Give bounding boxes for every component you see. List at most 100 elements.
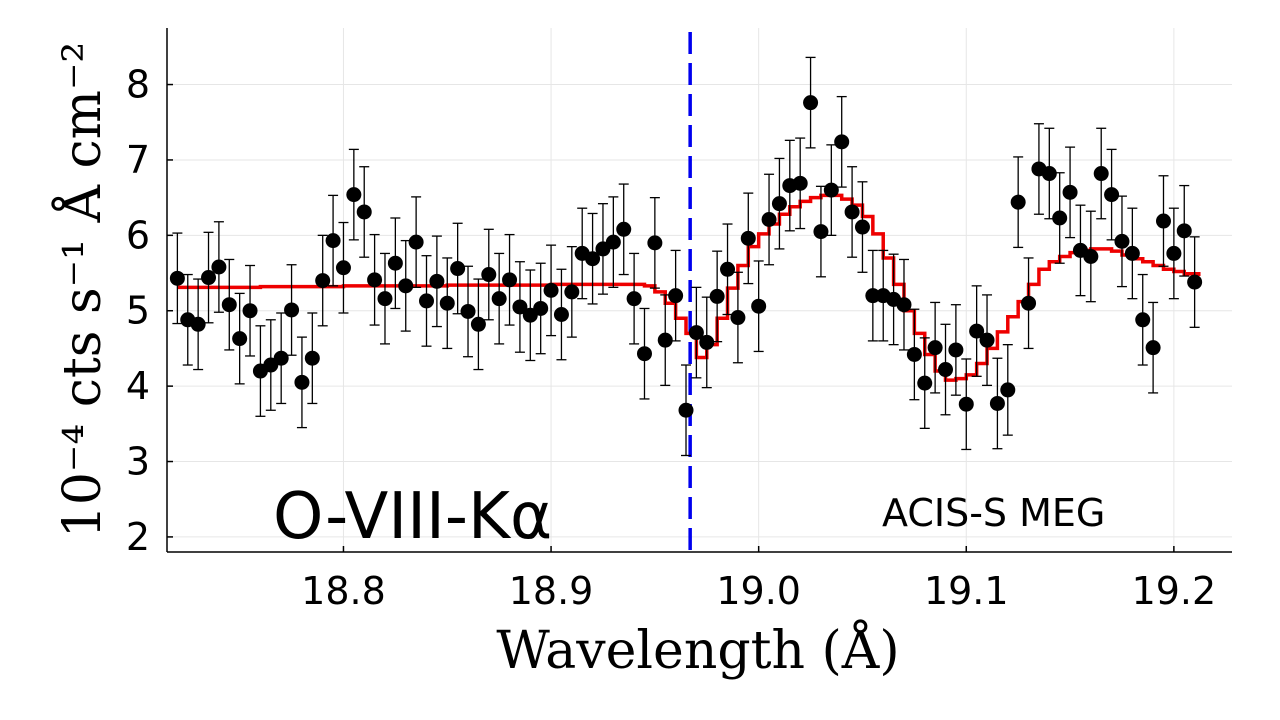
- data-point-group: [927, 301, 943, 394]
- data-point: [854, 219, 870, 235]
- y-tick-label: 7: [126, 138, 150, 182]
- data-point-group: [761, 173, 777, 266]
- data-point-group: [771, 157, 787, 250]
- data-point-group: [304, 312, 320, 405]
- data-point-group: [989, 357, 1005, 450]
- data-point: [470, 316, 486, 332]
- data-point: [377, 291, 393, 307]
- data-point: [346, 187, 362, 203]
- data-point-group: [460, 265, 476, 358]
- data-point: [1124, 245, 1140, 261]
- grid: [167, 28, 1232, 552]
- data-point: [1000, 382, 1016, 398]
- data-point-group: [605, 196, 621, 289]
- x-tick-label: 18.8: [301, 569, 386, 613]
- data-point-group: [1104, 148, 1120, 241]
- data-point: [450, 261, 466, 277]
- y-tick-label: 3: [126, 440, 150, 484]
- data-point-group: [325, 194, 341, 287]
- data-point-group: [792, 137, 808, 230]
- data-point-group: [377, 252, 393, 345]
- x-tick-label: 19.0: [716, 569, 801, 613]
- axes: [166, 28, 1232, 553]
- data-point-group: [1000, 344, 1016, 436]
- data-point-group: [491, 252, 507, 345]
- data-point: [1041, 166, 1057, 182]
- data-point: [626, 291, 642, 307]
- data-point-group: [688, 286, 704, 379]
- data-point-group: [636, 307, 652, 400]
- data-point: [335, 260, 351, 276]
- y-tick-label: 4: [126, 364, 150, 408]
- data-point-group: [595, 203, 611, 295]
- data-point: [460, 303, 476, 319]
- data-point-group: [512, 261, 528, 353]
- data-point-group: [854, 181, 870, 273]
- data-point-group: [1083, 210, 1099, 303]
- data-point-group: [294, 336, 310, 429]
- data-point-group: [221, 258, 237, 351]
- data-point-group: [284, 264, 300, 356]
- data-point: [211, 259, 227, 275]
- data-point: [232, 331, 248, 347]
- data-point-group: [616, 183, 632, 276]
- data-point-group: [242, 264, 258, 357]
- data-point: [304, 350, 320, 366]
- data-point-group: [834, 95, 850, 188]
- data-point-group: [1021, 257, 1037, 350]
- data-point: [419, 293, 435, 309]
- data-point: [408, 234, 424, 250]
- data-point-group: [564, 245, 580, 338]
- data-point: [273, 350, 289, 366]
- data-point-group: [1114, 195, 1130, 288]
- data-point: [834, 134, 850, 150]
- x-axis-title: Wavelength (Å): [496, 619, 899, 681]
- data-point: [1021, 295, 1037, 311]
- data-point-group: [1062, 146, 1078, 239]
- data-point: [927, 340, 943, 356]
- data-point: [917, 375, 933, 391]
- data-point-group: [844, 166, 860, 258]
- data-point: [1155, 213, 1171, 229]
- data-point-group: [678, 364, 694, 457]
- data-point: [439, 295, 455, 311]
- data-point: [315, 273, 331, 289]
- data-point: [1166, 245, 1182, 261]
- data-point-group: [252, 325, 268, 417]
- data-point-group: [1176, 184, 1192, 277]
- data-point: [491, 291, 507, 307]
- data-point-group: [1124, 207, 1140, 300]
- data-point: [201, 270, 217, 286]
- data-point: [740, 230, 756, 246]
- data-point-group: [1093, 127, 1109, 220]
- data-point-group: [740, 192, 756, 285]
- data-point: [543, 282, 559, 298]
- data-point: [751, 298, 767, 314]
- data-point: [647, 235, 663, 251]
- data-point-group: [190, 278, 206, 371]
- data-point: [1145, 340, 1161, 356]
- data-point: [190, 316, 206, 332]
- data-point: [668, 288, 684, 304]
- data-point: [605, 234, 621, 250]
- data-point-group: [419, 255, 435, 347]
- data-point: [1052, 210, 1068, 226]
- data-points-group: [169, 56, 1203, 457]
- data-point: [792, 175, 808, 191]
- data-point-group: [398, 239, 414, 332]
- data-point: [938, 362, 954, 378]
- x-tick-label: 19.1: [924, 569, 1009, 613]
- data-point-group: [1155, 175, 1171, 267]
- instrument-annotation: ACIS-S MEG: [882, 491, 1105, 535]
- data-point-group: [439, 257, 455, 350]
- data-point-group: [346, 148, 362, 241]
- data-point-group: [429, 235, 445, 328]
- data-point: [823, 182, 839, 198]
- data-point-group: [1010, 156, 1026, 249]
- line-name-annotation: O-VIII-Kα: [273, 480, 552, 554]
- data-point-group: [709, 250, 725, 343]
- data-point: [564, 284, 580, 300]
- data-point-group: [387, 217, 403, 310]
- data-point-group: [263, 319, 279, 411]
- data-point-group: [657, 294, 673, 387]
